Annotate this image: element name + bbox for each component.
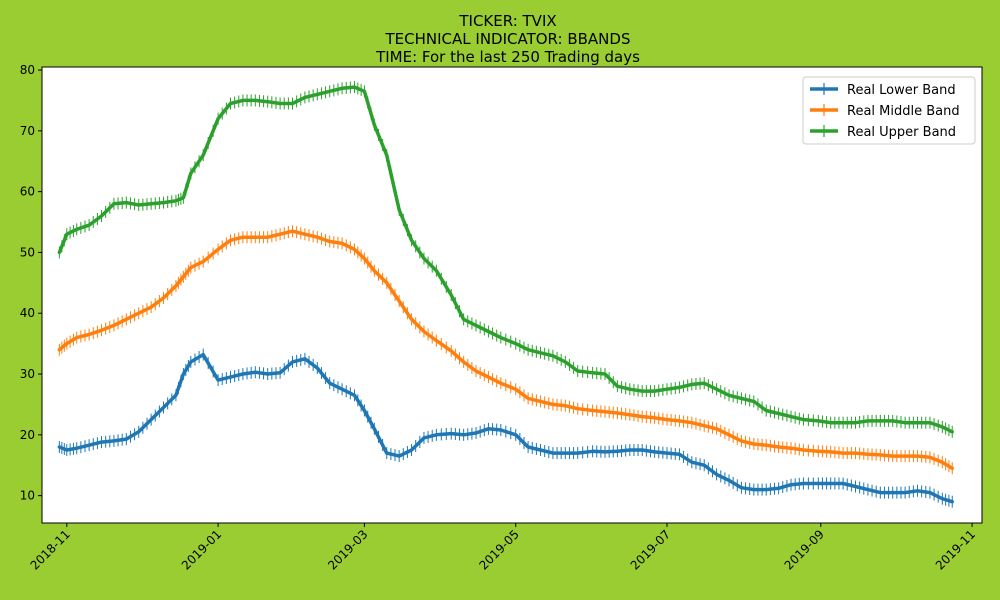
y-tick-label: 20 (20, 428, 35, 442)
y-tick-label: 80 (20, 63, 35, 77)
legend-label-2: Real Upper Band (847, 125, 956, 140)
x-tick-label: 2019-09 (782, 527, 827, 572)
chart-title-line-2: TECHNICAL INDICATOR: BBANDS (385, 30, 631, 48)
series-layer (57, 81, 954, 508)
legend-box (802, 76, 976, 145)
legend-label-1: Real Middle Band (847, 104, 960, 119)
y-axis: 10 20 30 40 50 60 70 80 (20, 63, 42, 503)
chart-title-line-3: TIME: For the last 250 Trading days (375, 48, 640, 66)
legend: Real Lower Band Real Middle Band Real Uppe… (802, 76, 976, 145)
y-tick-label: 50 (20, 245, 35, 259)
x-tick-label: 2019-11 (933, 527, 978, 572)
x-tick-label: 2019-07 (628, 527, 673, 572)
y-tick-label: 10 (20, 489, 35, 503)
x-tick-label: 2019-01 (179, 527, 224, 572)
series-line-1 (57, 229, 954, 471)
series-line-0 (57, 352, 954, 504)
x-tick-label: 2019-03 (325, 527, 370, 572)
y-tick-label: 40 (20, 306, 35, 320)
x-tick-label: 2019-05 (476, 527, 521, 572)
x-axis: 2018-11 2019-01 2019-03 2019-05 2019-07 2019-… (28, 523, 978, 573)
chart-title-line-1: TICKER: TVIX (458, 12, 556, 30)
legend-label-0: Real Lower Band (847, 83, 956, 98)
x-tick-label: 2018-11 (28, 527, 73, 572)
y-tick-label: 70 (20, 124, 35, 138)
series-line-2 (57, 85, 954, 434)
y-tick-label: 60 (20, 185, 35, 199)
y-tick-label: 30 (20, 367, 35, 381)
